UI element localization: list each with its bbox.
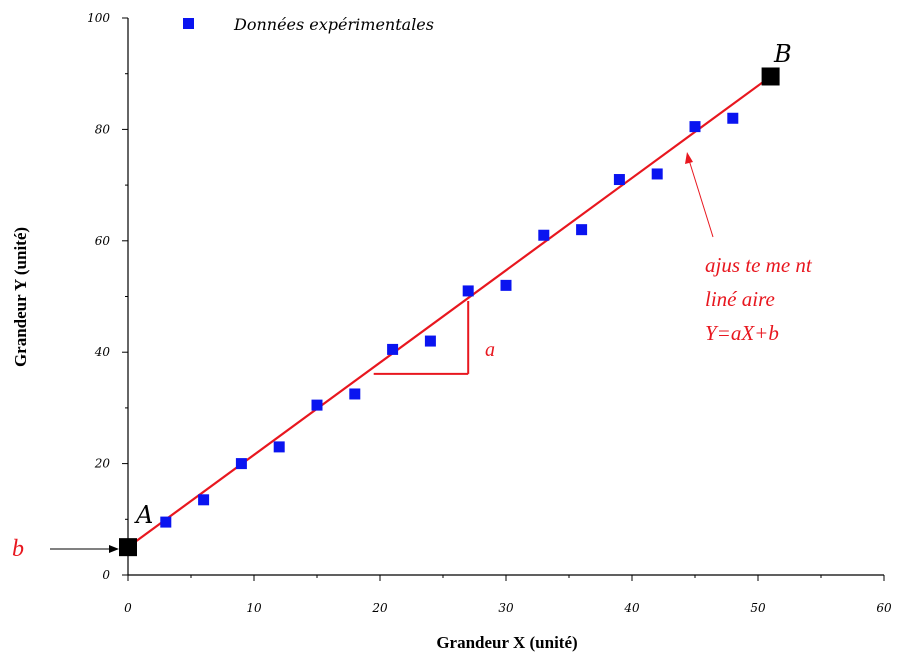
- data-point: [349, 388, 361, 400]
- y-tick-label: 80: [95, 122, 111, 136]
- data-point: [538, 229, 550, 241]
- endpoint-markers: [119, 67, 780, 557]
- fit-label-line-3: Y=aX+b: [705, 321, 779, 345]
- fit-line: [127, 75, 772, 549]
- fit-label-line-2: liné aire: [705, 287, 775, 311]
- data-point: [576, 224, 588, 236]
- data-point: [727, 112, 739, 124]
- slope-label: a: [485, 339, 495, 361]
- x-tick-label: 60: [876, 601, 892, 615]
- data-point: [235, 458, 247, 470]
- point-b-label: B: [773, 40, 792, 68]
- fit-arrow-head: [685, 152, 693, 164]
- slope-triangle: [373, 300, 470, 375]
- data-point: [462, 285, 474, 297]
- data-point: [387, 343, 399, 355]
- fit-arrow-line: [688, 159, 714, 238]
- x-tick-label: 0: [124, 601, 132, 615]
- data-point: [651, 168, 663, 180]
- legend-label: Données expérimentales: [233, 15, 434, 34]
- y-tick-label: 0: [102, 568, 110, 582]
- data-point: [198, 494, 210, 506]
- y-tick-label: 60: [95, 234, 111, 248]
- data-point: [613, 174, 625, 186]
- x-tick-label: 50: [750, 601, 766, 615]
- b-arrow-head: [109, 545, 119, 553]
- data-point: [689, 121, 701, 133]
- x-axis-title: Grandeur X (unité): [436, 633, 577, 652]
- data-point: [424, 335, 436, 347]
- b-label: b: [12, 536, 24, 562]
- y-tick-label: 100: [87, 11, 110, 25]
- y-ticks: 0 20 40 60 80 100: [87, 11, 128, 582]
- legend-marker: [183, 18, 194, 29]
- x-tick-label: 10: [246, 601, 262, 615]
- y-axis-title: Grandeur Y (unité): [11, 227, 30, 367]
- endpoint-a: [119, 538, 137, 557]
- x-tick-label: 40: [623, 601, 640, 615]
- y-axis: 0 20 40 60 80 100: [87, 11, 129, 582]
- x-tick-label: 20: [371, 601, 388, 615]
- point-a-label: A: [134, 501, 153, 529]
- y-tick-label: 20: [94, 457, 111, 471]
- legend: Données expérimentales: [183, 15, 434, 34]
- fit-label-line-1: ajus te me nt: [705, 253, 813, 277]
- x-tick-label: 30: [498, 601, 514, 615]
- b-annotation: b: [12, 536, 119, 562]
- data-point: [273, 441, 285, 453]
- x-axis: 0 10 20 30 40 50 60: [124, 574, 892, 615]
- fit-annotation: ajus te me nt liné aire Y=aX+b: [685, 152, 813, 345]
- endpoint-b: [761, 67, 780, 86]
- fit-line-group: [127, 75, 772, 549]
- data-point: [160, 516, 172, 528]
- y-tick-label: 40: [94, 345, 111, 359]
- data-point: [311, 399, 323, 411]
- x-ticks: 0 10 20 30 40 50 60: [124, 575, 892, 615]
- data-point: [500, 279, 512, 291]
- data-points: [160, 112, 739, 528]
